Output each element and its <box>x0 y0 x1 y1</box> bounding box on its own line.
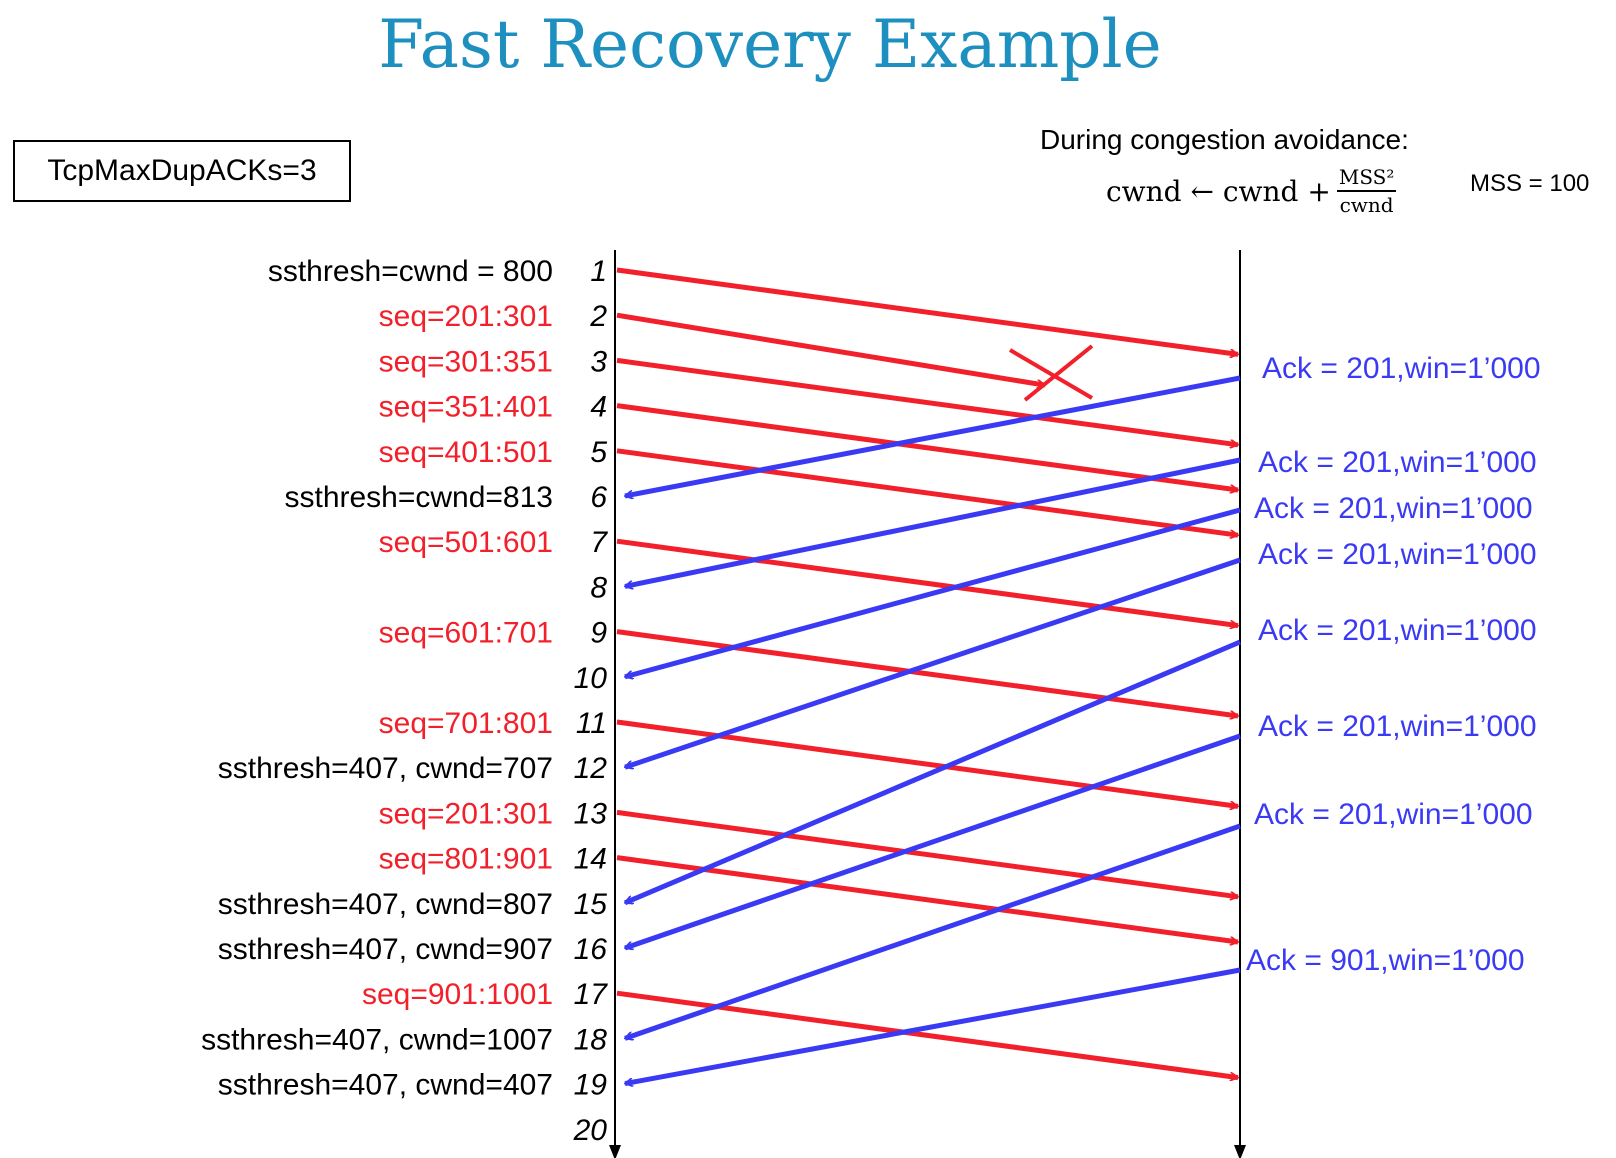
mss-value: MSS = 100 <box>1470 170 1590 197</box>
data-segment-11 <box>616 990 1238 1077</box>
timelines <box>609 250 1246 1158</box>
left-label-19: ssthresh=407, cwnd=407 <box>218 1069 553 1102</box>
left-label-1: ssthresh=cwnd = 800 <box>268 255 553 288</box>
time-tick-8: 8 <box>590 571 607 604</box>
ack-label-1: Ack = 201,win=1’000 <box>1262 352 1541 385</box>
data-segment-10 <box>616 855 1238 942</box>
left-label-18: ssthresh=407, cwnd=1007 <box>201 1023 553 1056</box>
data-segment-1 <box>616 267 1238 354</box>
cwnd-formula: cwnd ← cwnd + MSS² cwnd <box>1106 164 1397 218</box>
formula-lhs: cwnd ← cwnd + <box>1106 174 1331 208</box>
ack-segment-7 <box>625 823 1241 1038</box>
segments <box>616 267 1241 1084</box>
time-tick-17: 17 <box>574 978 609 1011</box>
left-label-5: seq=401:501 <box>379 436 553 469</box>
data-segment-9 <box>616 809 1238 896</box>
time-tick-19: 19 <box>574 1069 608 1102</box>
left-label-2: seq=201:301 <box>379 300 553 333</box>
left-label-9: seq=601:701 <box>379 617 553 650</box>
ack-segment-1 <box>625 375 1241 496</box>
ack-segment-8 <box>625 967 1241 1084</box>
time-tick-10: 10 <box>574 662 608 695</box>
ack-segment-2 <box>625 457 1241 586</box>
time-tick-18: 18 <box>574 1023 608 1056</box>
time-tick-12: 12 <box>574 752 608 785</box>
formula-numerator: MSS² <box>1336 164 1397 192</box>
data-segment-6 <box>616 538 1238 625</box>
param-box: TcpMaxDupACKs=3 <box>13 140 351 202</box>
time-tick-6: 6 <box>590 481 607 514</box>
left-label-7: seq=501:601 <box>379 526 553 559</box>
data-segment-5 <box>616 448 1238 535</box>
loss-mark <box>1023 344 1094 402</box>
data-segment-4 <box>616 403 1238 490</box>
time-tick-11: 11 <box>576 707 607 740</box>
ack-segment-5 <box>625 639 1241 906</box>
ack-label-5: Ack = 201,win=1’000 <box>1258 614 1537 647</box>
ack-label-8: Ack = 901,win=1’000 <box>1246 944 1525 977</box>
data-segment-lost <box>616 312 1045 385</box>
left-label-4: seq=351:401 <box>379 391 553 424</box>
time-tick-3: 3 <box>590 345 607 378</box>
left-label-14: seq=801:901 <box>379 843 553 876</box>
time-tick-2: 2 <box>589 300 607 333</box>
labels: 1234567891011121314151617181920ssthresh=… <box>201 255 1540 1147</box>
time-tick-9: 9 <box>590 617 607 650</box>
time-tick-20: 20 <box>573 1114 608 1147</box>
left-label-12: ssthresh=407, cwnd=707 <box>218 752 553 785</box>
time-tick-1: 1 <box>590 255 607 288</box>
time-tick-13: 13 <box>574 797 608 830</box>
formula-fraction: MSS² cwnd <box>1336 164 1397 218</box>
data-segment-7 <box>616 629 1238 716</box>
ack-segment-6 <box>625 733 1241 948</box>
data-segment-3 <box>616 357 1238 444</box>
loss-mark <box>1008 348 1094 400</box>
left-label-11: seq=701:801 <box>379 707 553 740</box>
left-label-6: ssthresh=cwnd=813 <box>284 481 553 514</box>
left-label-16: ssthresh=407, cwnd=907 <box>218 933 553 966</box>
data-segment-8 <box>616 719 1238 806</box>
left-label-17: seq=901:1001 <box>362 978 553 1011</box>
congestion-heading: During congestion avoidance: <box>1040 124 1409 155</box>
time-tick-15: 15 <box>574 888 608 921</box>
page-title: Fast Recovery Example <box>378 6 1162 83</box>
time-tick-5: 5 <box>590 436 607 469</box>
time-tick-7: 7 <box>590 526 608 559</box>
left-timeline-arrowhead <box>609 1145 621 1158</box>
ack-label-6: Ack = 201,win=1’000 <box>1258 710 1537 743</box>
formula-denominator: cwnd <box>1339 193 1394 217</box>
time-tick-14: 14 <box>574 843 607 876</box>
time-tick-4: 4 <box>590 391 607 424</box>
ack-label-4: Ack = 201,win=1’000 <box>1258 538 1537 571</box>
ack-label-3: Ack = 201,win=1’000 <box>1254 492 1533 525</box>
ack-label-7: Ack = 201,win=1’000 <box>1254 798 1533 831</box>
time-tick-16: 16 <box>574 933 608 966</box>
left-label-13: seq=201:301 <box>379 797 553 830</box>
left-label-3: seq=301:351 <box>379 345 553 378</box>
right-timeline-arrowhead <box>1234 1145 1246 1158</box>
ack-segment-4 <box>625 557 1241 767</box>
ack-label-2: Ack = 201,win=1’000 <box>1258 446 1537 479</box>
left-label-15: ssthresh=407, cwnd=807 <box>218 888 553 921</box>
ack-segment-3 <box>625 507 1241 677</box>
